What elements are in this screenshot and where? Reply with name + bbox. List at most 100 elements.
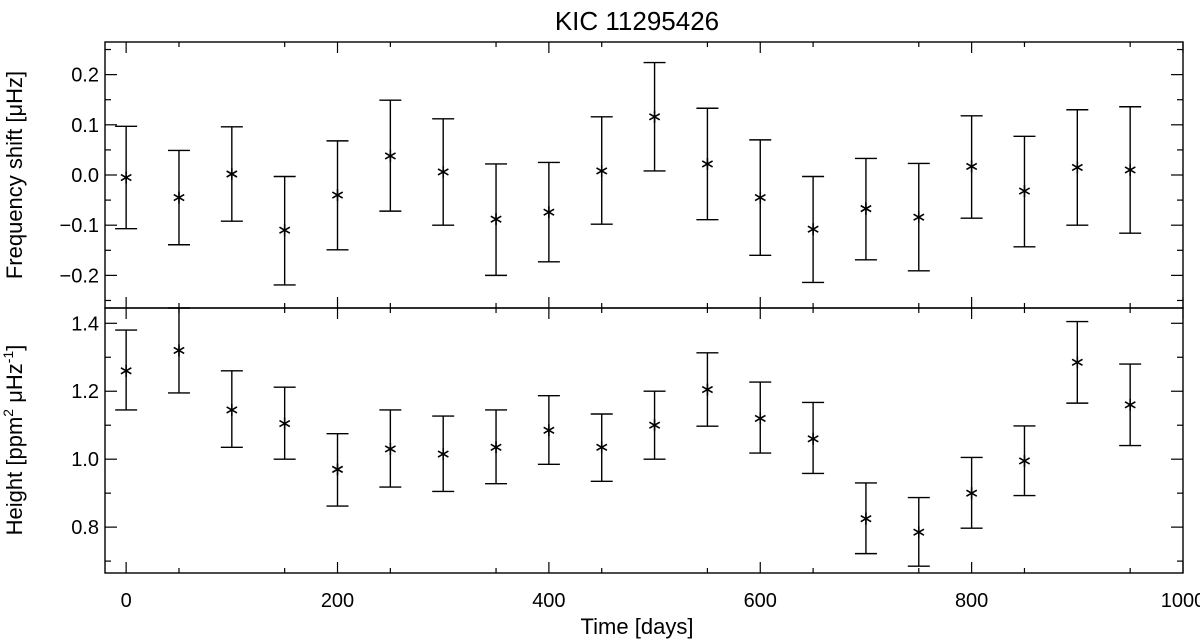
top-panel-frame (104, 41, 1184, 309)
asterisk-marker (173, 344, 185, 357)
top-data-point (167, 149, 190, 246)
asterisk-marker (860, 202, 872, 215)
x-tick-label: 800 (955, 590, 988, 612)
asterisk-marker (331, 463, 344, 476)
asterisk-marker (279, 417, 291, 430)
asterisk-marker (807, 223, 819, 236)
asterisk-marker (384, 149, 396, 162)
ylabel-part-3: ] (2, 345, 27, 351)
top-data-point (326, 140, 349, 251)
top-data-point (643, 61, 666, 172)
top-data-point (590, 116, 613, 225)
ylabel-sup-1: 2 (0, 409, 16, 417)
asterisk-marker (173, 191, 185, 204)
asterisk-marker (120, 171, 132, 184)
asterisk-marker (966, 160, 978, 173)
top-data-point (379, 99, 402, 212)
asterisk-marker (648, 419, 661, 432)
asterisk-marker (1071, 161, 1083, 174)
top-data-point (696, 107, 719, 221)
top-data-point (1013, 135, 1036, 248)
bottom-data-point (167, 307, 190, 394)
asterisk-marker (226, 403, 238, 416)
bottom-data-point (432, 415, 455, 493)
bottom-panel: 0 200 400 600 800 1000 0.8 1.0 1.2 1.4 Height [pp… (0, 307, 1200, 639)
bottom-data-point (273, 386, 296, 460)
top-data-point (960, 115, 983, 219)
bottom-data-marks (115, 307, 1142, 567)
bottom-data-point (1119, 363, 1142, 447)
bottom-data-point (643, 390, 666, 460)
asterisk-marker (437, 165, 449, 178)
asterisk-marker (490, 441, 502, 454)
x-tick-label: 0 (121, 590, 132, 612)
top-data-marks (115, 61, 1142, 286)
ylabel-sup-2: -1 (0, 351, 16, 364)
asterisk-marker (1071, 356, 1083, 369)
bottom-data-point (590, 413, 613, 482)
bottom-data-point (220, 370, 243, 448)
bottom-y-tick-label: 1.4 (71, 313, 99, 335)
asterisk-marker (543, 424, 555, 437)
asterisk-marker (543, 206, 555, 219)
asterisk-marker (1018, 185, 1031, 198)
top-data-point (537, 161, 560, 263)
top-data-point (907, 162, 930, 272)
asterisk-marker (860, 512, 872, 525)
asterisk-marker (648, 110, 661, 123)
asterisk-marker (966, 487, 978, 500)
bottom-y-axis-label: Height [ppm2 μHz-1] (0, 345, 27, 536)
top-y-axis-label: Frequency shift [μHz] (2, 71, 27, 279)
top-y-tick-label: −0.1 (60, 215, 99, 237)
bottom-data-point (326, 433, 349, 507)
bottom-panel-frame (104, 307, 1184, 574)
asterisk-marker (279, 224, 291, 237)
ylabel-part-1: Height [ppm (2, 417, 27, 536)
asterisk-marker (754, 412, 766, 425)
asterisk-marker (754, 191, 766, 204)
x-tick-label: 400 (532, 590, 565, 612)
top-data-point (220, 126, 243, 222)
top-data-point (802, 175, 825, 284)
asterisk-marker (490, 213, 502, 226)
asterisk-marker (807, 432, 819, 445)
top-data-point (1119, 106, 1142, 234)
bottom-data-point (1066, 320, 1089, 404)
top-panel: −0.2 −0.1 0.0 0.1 0.2 Frequency shift [μHz] (2, 41, 1184, 309)
x-tick-label: 600 (744, 590, 777, 612)
asterisk-marker (384, 442, 396, 455)
top-data-point (432, 118, 455, 226)
chart-title: KIC 11295426 (555, 6, 719, 36)
asterisk-marker (701, 383, 714, 396)
asterisk-marker (1018, 454, 1031, 467)
asterisk-marker (596, 164, 608, 177)
bottom-data-point (1013, 425, 1036, 497)
top-data-point (1066, 109, 1089, 226)
asterisk-marker (913, 211, 925, 224)
bottom-data-point (485, 409, 508, 485)
bottom-data-point (854, 482, 877, 555)
bottom-data-point (802, 401, 825, 475)
bottom-data-point (696, 352, 719, 427)
top-data-point (854, 157, 877, 261)
bottom-y-tick-label: 1.0 (71, 449, 99, 471)
bottom-data-point (749, 381, 772, 454)
asterisk-marker (437, 448, 449, 461)
top-y-tick-label: 0.0 (71, 165, 99, 187)
bottom-y-tick-label: 0.8 (71, 517, 99, 539)
ylabel-part-2: μHz (2, 363, 27, 409)
top-data-point (485, 163, 508, 277)
asterisk-marker (701, 157, 714, 170)
top-data-point (749, 139, 772, 257)
asterisk-marker (596, 441, 608, 454)
bottom-data-point (379, 409, 402, 488)
bottom-data-point (907, 496, 930, 567)
asterisk-marker (1124, 398, 1136, 411)
asterisk-marker (913, 526, 925, 539)
bottom-data-point (115, 329, 138, 411)
asterisk-marker (331, 189, 344, 202)
top-axis-ticks: −0.2 −0.1 0.0 0.1 0.2 (60, 42, 1184, 308)
top-y-tick-label: 0.1 (71, 115, 99, 137)
bottom-data-point (960, 456, 983, 529)
bottom-axis-ticks: 0 200 400 600 800 1000 0.8 1.0 1.2 1.4 (71, 308, 1200, 612)
